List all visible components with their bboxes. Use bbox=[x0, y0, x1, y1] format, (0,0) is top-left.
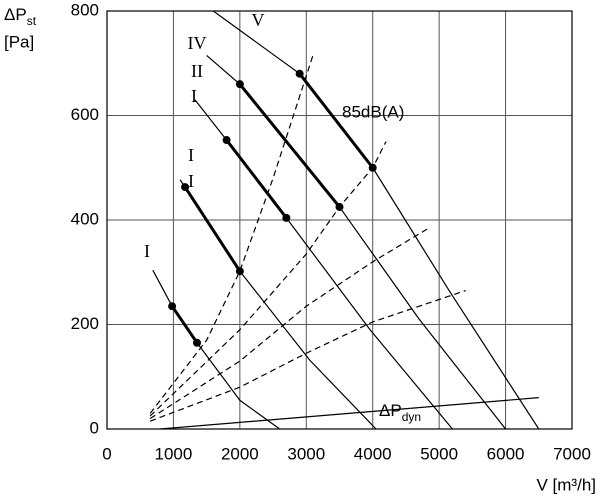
curve bbox=[238, 83, 341, 208]
x-axis-label: V [m³/h] bbox=[536, 475, 596, 494]
x-tick-label: 4000 bbox=[354, 444, 392, 463]
annotation: I bbox=[144, 241, 150, 261]
point bbox=[235, 80, 244, 89]
point bbox=[282, 213, 291, 222]
annotation: ΔPdyn bbox=[379, 401, 421, 424]
annotation: II bbox=[191, 61, 203, 81]
curve bbox=[149, 289, 466, 422]
x-tick-label: 2000 bbox=[221, 444, 259, 463]
y-tick-label: 800 bbox=[71, 0, 99, 19]
annotation-sub: dyn bbox=[402, 410, 421, 424]
x-tick-label: 5000 bbox=[420, 444, 458, 463]
plot-frame bbox=[106, 10, 573, 430]
y-tick-label: 0 bbox=[90, 418, 99, 437]
curve bbox=[160, 397, 539, 429]
y-tick-label: 400 bbox=[71, 209, 99, 228]
point bbox=[168, 302, 177, 311]
y-axis-label: ΔPst bbox=[4, 5, 37, 28]
annotation: IV bbox=[188, 33, 207, 53]
point bbox=[181, 183, 190, 192]
x-tick-label: 3000 bbox=[287, 444, 325, 463]
curve bbox=[183, 186, 242, 273]
point bbox=[193, 338, 202, 347]
curve bbox=[149, 227, 430, 420]
annotation-main: ΔP bbox=[379, 401, 402, 420]
y-tick-label: 200 bbox=[71, 314, 99, 333]
point bbox=[295, 69, 304, 78]
y-tick-label: 600 bbox=[71, 105, 99, 124]
point bbox=[222, 136, 231, 145]
curve bbox=[225, 139, 288, 219]
curve bbox=[149, 141, 387, 417]
x-tick-label: 7000 bbox=[553, 444, 591, 463]
x-tick-label: 6000 bbox=[487, 444, 525, 463]
annotation: 85dB(A) bbox=[342, 102, 404, 121]
annotation: I bbox=[188, 171, 194, 191]
curve bbox=[298, 72, 374, 169]
curve bbox=[170, 305, 199, 344]
y-label-sub: st bbox=[27, 14, 37, 28]
annotation: I bbox=[191, 86, 197, 106]
x-tick-label: 0 bbox=[102, 444, 111, 463]
y-axis-unit: [Pa] bbox=[4, 32, 34, 51]
y-label-main: ΔP bbox=[4, 5, 27, 24]
curve bbox=[149, 55, 314, 414]
annotation: V bbox=[252, 10, 265, 30]
x-tick-label: 1000 bbox=[155, 444, 193, 463]
point bbox=[235, 267, 244, 276]
annotation: I bbox=[188, 145, 194, 165]
